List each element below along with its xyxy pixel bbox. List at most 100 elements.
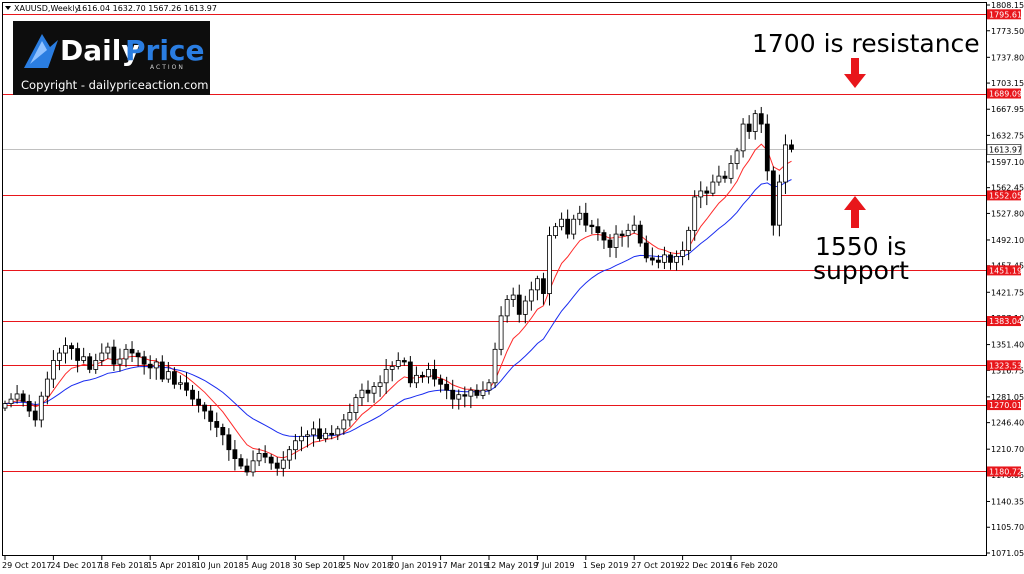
level-price-tag-label: 1180.72 — [989, 467, 1022, 476]
level-price-tag-label: 1383.04 — [989, 317, 1022, 326]
price-tick-label: 1737.80 — [991, 53, 1024, 62]
support-annotation-line2: support — [813, 256, 909, 285]
candle-body — [353, 397, 359, 413]
candle-body — [226, 434, 232, 451]
level-price-tag — [987, 265, 1021, 276]
candle-body — [438, 378, 444, 385]
candle-body — [341, 419, 347, 430]
candle-body — [522, 300, 528, 315]
candle-body — [770, 170, 776, 226]
candle-body — [14, 393, 20, 400]
candle-body — [692, 196, 698, 231]
price-tick-label: 1246.40 — [991, 419, 1024, 428]
candle-body — [746, 123, 752, 132]
level-price-tag — [987, 400, 1021, 411]
price-tick-label: 1140.35 — [991, 497, 1024, 506]
candle-body — [710, 181, 716, 194]
candle-body — [93, 360, 99, 370]
candle-body — [764, 123, 770, 172]
candle-body — [783, 144, 788, 183]
candle-body — [2, 403, 8, 409]
candle-body — [214, 421, 220, 428]
candle-body — [565, 218, 571, 235]
candle-body — [656, 259, 661, 263]
candle-body — [184, 382, 189, 391]
candle-body — [51, 360, 56, 380]
price-tick-label: 1667.95 — [991, 105, 1024, 114]
time-tick-label: 25 Nov 2018 — [341, 561, 392, 570]
level-price-tag-label: 1689.09 — [989, 90, 1022, 99]
candle-body — [268, 456, 274, 464]
candle-body — [208, 410, 214, 422]
candle-body — [202, 404, 208, 412]
candle-body — [44, 378, 50, 397]
candle-body — [232, 449, 238, 460]
candle-body — [305, 434, 310, 437]
candle-body — [420, 374, 425, 378]
candle-body — [123, 348, 129, 360]
time-tick-label: 24 Dec 2017 — [50, 561, 101, 570]
logo-brand-sub: ACTION — [150, 64, 185, 71]
price-tick-label: 1492.10 — [991, 236, 1024, 245]
candle-body — [504, 299, 510, 317]
candle-body — [190, 389, 195, 400]
price-tick-label: 1071.05 — [991, 549, 1024, 558]
price-tick-label: 1562.45 — [991, 184, 1024, 193]
candle-body — [57, 352, 62, 361]
candle-body — [383, 369, 389, 384]
candle-body — [571, 218, 577, 235]
level-price-tag-label: 1552.05 — [989, 191, 1022, 200]
candle-body — [432, 369, 437, 380]
logo-brand-price: Price — [125, 34, 205, 67]
candle-body — [698, 190, 704, 198]
candle-body — [607, 239, 613, 248]
candle-body — [686, 229, 692, 251]
candle-body — [480, 389, 486, 396]
candle-body — [777, 181, 782, 226]
candle-body — [528, 289, 534, 302]
candle-body — [178, 382, 183, 385]
candle-body — [468, 389, 474, 397]
candle-body — [335, 428, 341, 436]
chart-menu-triangle-icon[interactable] — [5, 6, 11, 10]
time-tick-label: 22 Dec 2019 — [680, 561, 731, 570]
time-tick-label: 27 Oct 2019 — [631, 561, 680, 570]
candle-body — [444, 383, 450, 391]
candle-body — [220, 426, 226, 436]
candle-body — [262, 453, 268, 458]
price-tick-label: 1351.40 — [991, 341, 1024, 350]
current-price-tag-label: 1613.97 — [989, 146, 1022, 155]
ma-slow-line — [4, 179, 792, 437]
price-tick-label: 1316.75 — [991, 366, 1024, 375]
candle-body — [426, 369, 431, 378]
candle-body — [311, 428, 316, 436]
candle-body — [407, 361, 413, 384]
candle-body — [547, 235, 552, 294]
candle-body — [553, 226, 558, 236]
level-price-tag-label: 1270.01 — [989, 401, 1022, 410]
candle-body — [111, 346, 117, 365]
candle-body — [450, 389, 456, 400]
candle-body — [105, 346, 111, 354]
level-price-tag — [987, 9, 1021, 20]
candle-body — [674, 255, 679, 263]
candle-body — [413, 374, 419, 384]
ohlc-label: 1616.04 1632.70 1567.26 1613.97 — [77, 4, 217, 13]
support-arrow-up-icon — [844, 196, 866, 228]
candle-body — [662, 254, 667, 263]
candle-body — [323, 432, 329, 439]
candle-body — [171, 371, 177, 385]
level-price-tag-label: 1795.61 — [989, 10, 1022, 19]
logo: Daily Price ACTION Copyright - dailypric… — [13, 21, 210, 95]
candle-body — [20, 393, 26, 402]
candle-body — [129, 348, 135, 354]
candle-body — [69, 345, 74, 349]
candle-body — [631, 224, 637, 231]
candle-body — [147, 363, 153, 369]
candle-body — [613, 233, 619, 248]
candle-body — [141, 356, 147, 365]
candlesticks — [2, 106, 794, 477]
level-price-tag — [987, 360, 1021, 371]
candle-body — [643, 242, 649, 259]
time-tick-label: 15 Apr 2018 — [147, 561, 196, 570]
